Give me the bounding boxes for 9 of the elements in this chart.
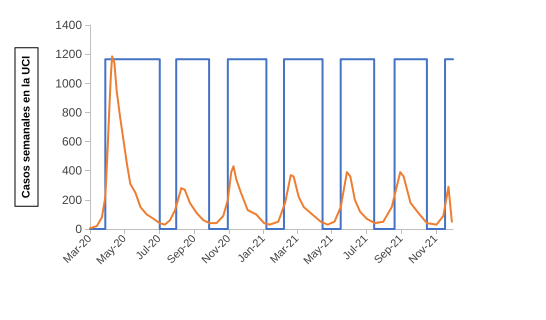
y-tick-label: 0	[75, 222, 82, 236]
y-tick-label: 400	[62, 164, 82, 178]
y-tick-label: 1200	[55, 47, 82, 62]
y-tick-label: 800	[62, 105, 82, 120]
y-tick-label: 1400	[55, 18, 82, 32]
y-tick-label: 200	[62, 192, 82, 207]
y-axis-title: Casos semanales en la UCI	[20, 56, 32, 198]
y-tick-label: 1000	[55, 76, 82, 90]
y-tick-label: 600	[62, 134, 82, 149]
